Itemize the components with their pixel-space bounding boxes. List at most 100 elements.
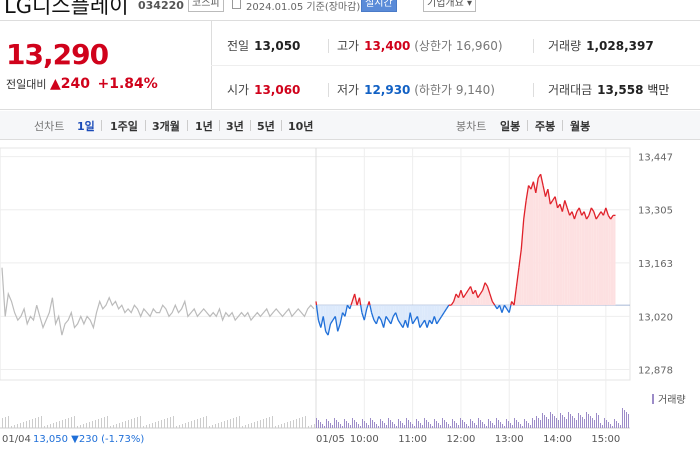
price-segment [549, 200, 554, 205]
volume-bar [536, 416, 537, 428]
area-segment [376, 305, 379, 324]
tab-daily-candle[interactable]: 일봉 [500, 120, 521, 133]
price-segment [438, 316, 443, 321]
volume-bar [374, 422, 375, 428]
volume-bar [624, 410, 625, 428]
realtime-button[interactable]: 실시간 [361, 0, 397, 12]
volume-bar [448, 424, 449, 428]
volume-bar [59, 421, 60, 428]
volume-bar [442, 418, 443, 428]
prev-day-summary: 13,050 ▼230 (-1.73%) [33, 434, 144, 445]
tab-candle-chart[interactable]: 봉차트 [456, 120, 487, 133]
tab-3years[interactable]: 3년 [226, 120, 244, 133]
company-name: LG디스플레이 [4, 0, 129, 18]
volume-bar [281, 424, 282, 428]
volume-bar [568, 412, 569, 428]
price-segment [530, 181, 535, 190]
volume-bar [173, 416, 174, 428]
volume-bar [490, 421, 491, 428]
volume-bar [185, 423, 186, 428]
tab-weekly-candle[interactable]: 주봉 [535, 120, 556, 133]
company-info-button[interactable]: 기업개요 ▾ [423, 0, 476, 12]
price-segment [360, 305, 363, 313]
price-segment [368, 301, 371, 306]
intraday-line [315, 173, 616, 336]
volume-bar [101, 418, 102, 428]
volume-bar [578, 413, 579, 428]
price-segment [344, 305, 349, 317]
tab-10years[interactable]: 10년 [288, 120, 314, 133]
price-segment [363, 308, 368, 321]
volume-bar [167, 418, 168, 428]
price-segment [409, 312, 414, 325]
volume-bar [152, 423, 153, 428]
y-tick-label: 13,447 [638, 153, 673, 164]
price-segment [339, 312, 344, 325]
volume-bar [164, 419, 165, 428]
area-segment [569, 211, 573, 306]
volume-bar [506, 419, 507, 428]
volume-bar [26, 421, 27, 428]
volume-bar [29, 420, 30, 428]
tab-5years[interactable]: 5년 [257, 120, 275, 133]
volume-bar [574, 418, 575, 428]
area-segment [574, 211, 577, 306]
volume-bar [454, 421, 455, 428]
volume-bar [558, 420, 559, 428]
volume-bar [510, 423, 511, 428]
change-value: ▲240 [49, 76, 90, 92]
area-segment [533, 181, 536, 306]
volume-bar [308, 426, 309, 428]
price-segment [397, 319, 402, 325]
price-segment [578, 207, 583, 216]
tab-monthly-candle[interactable]: 월봉 [570, 120, 591, 133]
volume-bar [464, 422, 465, 428]
day-label: 01/05 [316, 434, 345, 445]
price-segment [445, 304, 450, 310]
volume-bar [404, 425, 405, 428]
price-segment [484, 282, 489, 287]
volume-bar [458, 425, 459, 428]
volume-bar [572, 416, 573, 428]
stat-open: 시가 13,060 [227, 81, 300, 98]
volume-bar [512, 425, 513, 428]
price-segment [515, 267, 520, 287]
volume-bar [316, 418, 317, 428]
area-segment [487, 286, 490, 306]
volume-bar [528, 423, 529, 428]
tab-1year[interactable]: 1년 [195, 120, 213, 133]
stat-unit: 백만 [647, 83, 670, 97]
tab-line-chart[interactable]: 선차트 [34, 120, 65, 133]
volume-bar [233, 418, 234, 428]
volume-bar [200, 418, 201, 428]
tab-3months[interactable]: 3개월 [152, 120, 180, 133]
volume-bar [348, 423, 349, 428]
volume-bar [476, 425, 477, 428]
tab-1week[interactable]: 1주일 [110, 120, 138, 133]
price-segment [554, 196, 559, 209]
x-tick-label: 13:00 [495, 434, 524, 445]
volume-bar [354, 420, 355, 428]
volume-bar [588, 414, 589, 428]
volume-bar [236, 417, 237, 428]
price-segment [327, 323, 332, 336]
price-segment [315, 305, 320, 321]
calendar-icon [232, 0, 241, 9]
price-segment [450, 301, 455, 306]
area-segment [555, 196, 558, 306]
tab-1day[interactable]: 1일 [77, 120, 95, 133]
area-segment [521, 219, 524, 306]
volume-bar [548, 419, 549, 428]
price-segment [559, 203, 563, 212]
volume-bar [272, 416, 273, 428]
price-segment [588, 207, 592, 216]
x-tick-label: 12:00 [447, 434, 476, 445]
stat-volume: 거래량 1,028,397 [548, 37, 654, 54]
area-segment [605, 207, 609, 306]
area-segment [581, 211, 585, 306]
change-percent: +1.84% [97, 76, 158, 92]
volume-bar [125, 421, 126, 428]
volume-bar [384, 423, 385, 428]
intraday-chart: 13,447 13,305 13,163 13,020 12,878 거래량 01/04… [0, 147, 686, 445]
price-segment [322, 316, 327, 332]
